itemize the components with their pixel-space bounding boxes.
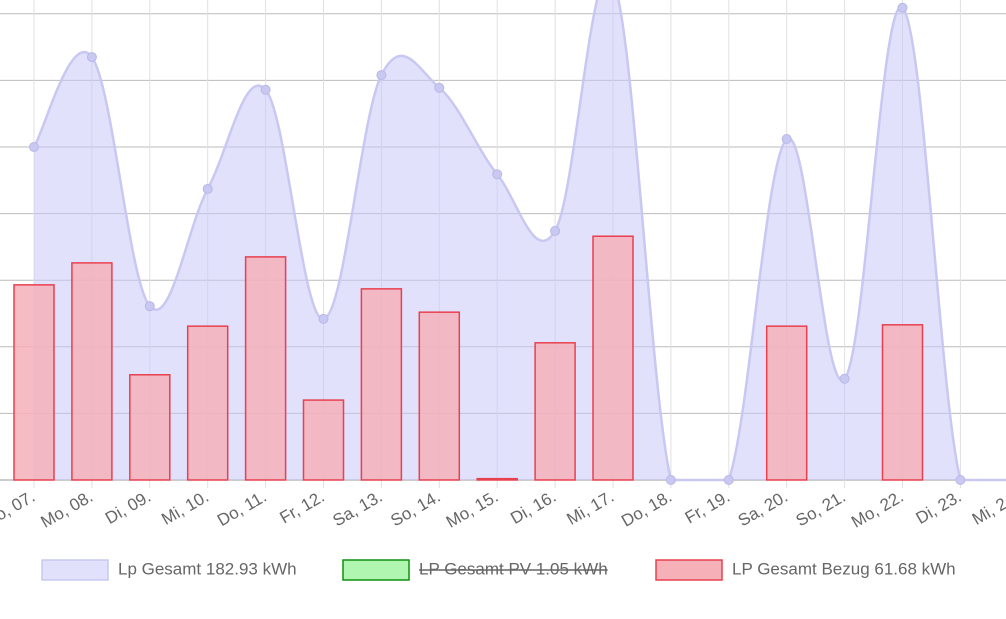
x-tick-label: Do, 11. [214, 487, 270, 530]
bar [881, 324, 924, 481]
x-tick-label: Mi, 10. [158, 487, 212, 529]
point [376, 70, 387, 81]
bar [592, 235, 634, 481]
bar [418, 311, 461, 481]
legend-label: LP Gesamt PV 1.05 kWh [419, 559, 608, 578]
x-tick-label: Fr, 19. [682, 487, 733, 528]
point [434, 82, 445, 93]
bar [476, 477, 518, 481]
x-tick-label: Mo, 22. [848, 487, 907, 532]
legend-label: Lp Gesamt 182.93 kWh [118, 559, 297, 578]
point [260, 84, 271, 95]
x-tick-label: Mo, 15. [443, 487, 502, 532]
bar [129, 374, 171, 481]
point [144, 301, 155, 312]
point [318, 313, 329, 324]
point [897, 2, 908, 13]
x-tick-label: Mi, 24. [969, 487, 1006, 529]
x-tick-label: Sa, 13. [329, 487, 385, 530]
legend-swatch [41, 559, 109, 581]
x-tick-label: So, 14. [387, 487, 443, 530]
point [86, 52, 97, 63]
x-tick-label: Fr, 12. [277, 487, 328, 528]
legend-item[interactable]: LP Gesamt Bezug 61.68 kWh [655, 559, 956, 581]
x-tick-label: So, 07. [0, 487, 38, 530]
point [29, 142, 39, 152]
x-tick-label: Do, 18. [618, 487, 675, 531]
x-tick-label: Sa, 20. [735, 487, 791, 530]
point [781, 134, 792, 145]
point [723, 475, 734, 485]
point [492, 169, 503, 180]
point [665, 475, 676, 485]
bar [360, 288, 403, 481]
bar [244, 256, 287, 481]
point [202, 183, 213, 194]
x-tick-label: So, 21. [793, 487, 849, 530]
legend-swatch [342, 559, 410, 581]
point [550, 225, 561, 236]
point [839, 373, 850, 384]
x-tick-label: Mo, 08. [38, 487, 97, 532]
bar [13, 284, 55, 481]
point [955, 475, 966, 485]
bar [765, 325, 808, 481]
bar [71, 262, 113, 481]
bar [186, 325, 229, 481]
legend-item[interactable]: LP Gesamt PV 1.05 kWh [342, 559, 608, 581]
x-tick-label: Mi, 17. [564, 487, 618, 529]
legend-item[interactable]: Lp Gesamt 182.93 kWh [41, 559, 297, 581]
bar [302, 399, 345, 481]
legend-swatch [655, 559, 723, 581]
x-tick-label: Di, 09. [102, 487, 154, 528]
bar [534, 342, 576, 481]
legend-label: LP Gesamt Bezug 61.68 kWh [732, 559, 956, 578]
x-tick-label: Di, 16. [507, 487, 559, 528]
area-fill [34, 0, 1006, 480]
x-tick-label: Di, 23. [913, 487, 965, 528]
